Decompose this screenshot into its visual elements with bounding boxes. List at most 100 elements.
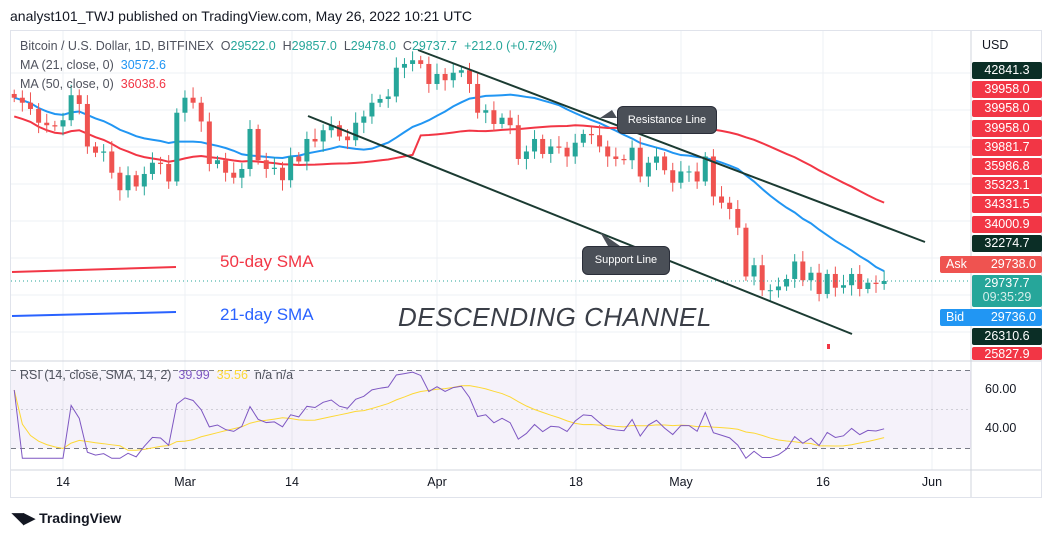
candle-body xyxy=(597,135,603,147)
candle-body xyxy=(710,156,716,197)
candle-body xyxy=(101,151,107,153)
candle-body xyxy=(68,95,74,121)
resistance-callout-pointer xyxy=(600,110,617,118)
ma50-label: MA (50, close, 0) xyxy=(20,77,114,91)
candle-body xyxy=(36,108,42,123)
candle-body xyxy=(385,96,391,99)
close-value: 29737.7 xyxy=(411,39,458,53)
last-price-badge: 29737.7 09:35:29 xyxy=(972,275,1042,307)
bid-label: Bid xyxy=(946,310,965,324)
candle-body xyxy=(247,128,253,169)
ma50-line xyxy=(13,115,885,204)
sma50-annotation: 50-day SMA xyxy=(220,252,314,271)
sma21-annotation: 21-day SMA xyxy=(220,305,314,324)
candle-body xyxy=(467,70,472,84)
time-tick: Jun xyxy=(921,475,943,489)
candle-body xyxy=(442,73,448,81)
candle-body xyxy=(491,110,497,124)
price-label-low-2: 25827.9 xyxy=(972,347,1042,360)
candle-body xyxy=(410,60,416,64)
rsi-sma-line xyxy=(13,385,885,451)
candle-body xyxy=(719,196,725,203)
candle-body xyxy=(60,120,66,127)
ma21-legend[interactable]: MA (21, close, 0) 30572.6 xyxy=(20,58,166,72)
symbol-name: Bitcoin / U.S. Dollar, 1D, BITFINEX xyxy=(20,39,214,53)
ma21-value: 30572.6 xyxy=(120,58,166,72)
candle-body xyxy=(702,156,708,182)
candle-body xyxy=(255,128,261,161)
candle-body xyxy=(263,160,269,169)
candle-body xyxy=(345,136,351,141)
candle-body xyxy=(296,156,302,162)
candle-body xyxy=(174,112,180,182)
rsi-legend[interactable]: RSI (14, close, SMA, 14, 2) 39.99 35.56 … xyxy=(20,368,293,382)
brand-name: TradingView xyxy=(39,510,122,526)
candle-body xyxy=(759,265,765,291)
candle-body xyxy=(686,171,692,173)
candle-body xyxy=(418,60,424,64)
candle-body xyxy=(840,285,846,288)
candle-body xyxy=(271,167,277,169)
candle-body xyxy=(158,162,164,164)
time-tick: 18 xyxy=(569,475,583,489)
candle-body xyxy=(206,121,212,164)
resistance-callout: Resistance Line xyxy=(617,106,717,134)
candle-body xyxy=(377,98,383,103)
candle-body xyxy=(873,282,879,284)
price-label: 35323.1 xyxy=(972,177,1042,195)
candle-body xyxy=(223,160,229,173)
high-label: H xyxy=(282,39,292,53)
rsi-na-1: n/a xyxy=(254,368,273,382)
candle-body xyxy=(483,110,489,113)
ma21-line xyxy=(13,93,885,272)
support-callout: Support Line xyxy=(582,246,670,275)
candle-body xyxy=(816,272,822,294)
candle-body xyxy=(401,63,407,68)
candle-body xyxy=(312,138,318,142)
tradingview-logo[interactable]: ◥▶ TradingView xyxy=(12,509,121,527)
candle-body xyxy=(475,83,481,113)
candle-body xyxy=(556,146,562,148)
candle-body xyxy=(149,162,155,174)
rsi-tick-60: 60.00 xyxy=(985,382,1017,396)
symbol-legend: Bitcoin / U.S. Dollar, 1D, BITFINEX O295… xyxy=(20,39,557,53)
candle-body xyxy=(426,63,432,84)
candle-body xyxy=(662,156,668,171)
candle-body xyxy=(881,281,887,284)
ask-value: 29738.0 xyxy=(990,257,1036,271)
price-label: 39958.0 xyxy=(972,100,1042,118)
candle-body xyxy=(653,156,659,163)
bid-badge: Bid 29736.0 xyxy=(940,309,1042,326)
price-label: 39958.0 xyxy=(972,81,1042,99)
candle-body xyxy=(320,130,326,142)
support-callout-pointer xyxy=(600,232,620,246)
candle-body xyxy=(694,171,700,182)
time-tick: 14 xyxy=(285,475,299,489)
candle-body xyxy=(670,170,676,183)
candle-body xyxy=(849,273,855,286)
price-label: 35986.8 xyxy=(972,158,1042,175)
price-label: 32274.7 xyxy=(972,234,1042,252)
candle-body xyxy=(792,261,798,279)
tradingview-logo-icon: ◥▶ xyxy=(12,510,36,527)
time-tick: 14 xyxy=(56,475,70,489)
candle-body xyxy=(133,175,139,187)
candle-body xyxy=(353,122,359,141)
candle-body xyxy=(434,73,440,84)
ma50-legend[interactable]: MA (50, close, 0) 36038.6 xyxy=(20,77,166,91)
candle-body xyxy=(182,97,188,113)
candle-body xyxy=(198,102,204,122)
change-value: +212.0 (+0.72%) xyxy=(464,39,558,53)
candle-body xyxy=(629,147,635,161)
candle-body xyxy=(800,261,806,281)
candle-body xyxy=(588,133,594,136)
candle-body xyxy=(304,138,310,162)
time-tick: Mar xyxy=(174,475,196,489)
candle-body xyxy=(84,103,90,147)
publish-info: analyst101_TWJ published on TradingView.… xyxy=(10,8,472,24)
candle-body xyxy=(540,138,546,154)
close-label: C xyxy=(402,39,412,53)
candle-body xyxy=(865,282,871,289)
price-label: 39958.0 xyxy=(972,119,1042,137)
